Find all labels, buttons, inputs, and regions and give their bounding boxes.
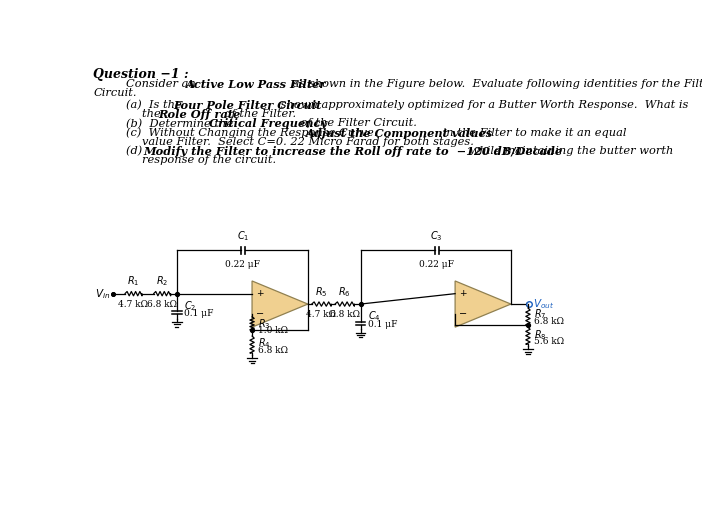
Text: −: − <box>459 309 467 320</box>
Text: $R_1$: $R_1$ <box>127 275 140 288</box>
Text: (b)  Determine the: (b) Determine the <box>126 118 237 129</box>
Text: the: the <box>142 110 164 119</box>
Text: Consider an: Consider an <box>126 79 200 89</box>
Text: (c)  Without Changing the Response Curve.: (c) Without Changing the Response Curve. <box>126 128 385 138</box>
Text: Question −1 :: Question −1 : <box>93 69 189 81</box>
Text: Circuit.: Circuit. <box>93 88 137 99</box>
Text: 0.1 μF: 0.1 μF <box>368 320 397 329</box>
Text: of the Filter Circuit.: of the Filter Circuit. <box>297 118 417 129</box>
Text: $R_2$: $R_2$ <box>156 275 168 288</box>
Text: Adjust the Component values: Adjust the Component values <box>305 128 493 139</box>
Text: −: − <box>256 309 264 320</box>
Text: 5.6 kΩ: 5.6 kΩ <box>534 337 564 346</box>
Text: value Filter.  Select C=0. 22 Micro Farad for both stages.: value Filter. Select C=0. 22 Micro Farad… <box>142 137 474 147</box>
Text: (d): (d) <box>126 146 150 157</box>
Text: $R_5$: $R_5$ <box>315 285 328 298</box>
Text: 6.8 kΩ: 6.8 kΩ <box>534 317 564 325</box>
Text: response of the circuit.: response of the circuit. <box>142 156 276 166</box>
Text: 6.8 kΩ: 6.8 kΩ <box>330 310 359 319</box>
Text: Modify the Filter to increase the Roll off rate to  −120 dB/Decade: Modify the Filter to increase the Roll o… <box>143 146 563 157</box>
Text: while maintaining the butter worth: while maintaining the butter worth <box>466 146 673 156</box>
Text: Four Pole Filter Circuit: Four Pole Filter Circuit <box>173 100 322 111</box>
Text: $V_{in}$: $V_{in}$ <box>95 287 110 301</box>
Text: Critical Frequency: Critical Frequency <box>209 118 327 129</box>
Text: shown approximately optimized for a Butter Worth Response.  What is: shown approximately optimized for a Butt… <box>277 100 688 110</box>
Text: $C_3$: $C_3$ <box>430 229 443 243</box>
Text: 0.1 μF: 0.1 μF <box>184 309 213 318</box>
Text: 6.8 kΩ: 6.8 kΩ <box>147 300 177 309</box>
Text: +: + <box>459 289 467 298</box>
Polygon shape <box>252 281 308 327</box>
Text: 4.7 kΩ: 4.7 kΩ <box>119 300 149 309</box>
Text: 6.8 kΩ: 6.8 kΩ <box>258 346 289 355</box>
Text: as shown in the Figure below.  Evaluate following identities for the Filter: as shown in the Figure below. Evaluate f… <box>289 79 702 89</box>
Text: 0.22 μF: 0.22 μF <box>419 260 454 269</box>
Text: in the Filter to make it an equal: in the Filter to make it an equal <box>439 128 626 138</box>
Text: $R_3$: $R_3$ <box>258 317 271 331</box>
Text: $C_1$: $C_1$ <box>237 229 249 243</box>
Text: Role Off rate: Role Off rate <box>158 110 241 120</box>
Text: $R_7$: $R_7$ <box>534 307 547 321</box>
Text: +: + <box>256 289 264 298</box>
Text: 4.7 kΩ: 4.7 kΩ <box>306 310 336 319</box>
Text: $V_{out}$: $V_{out}$ <box>533 297 554 311</box>
Polygon shape <box>455 281 511 327</box>
Text: $R_6$: $R_6$ <box>338 285 351 298</box>
Text: $C_4$: $C_4$ <box>368 309 380 323</box>
Text: 0.22 μF: 0.22 μF <box>225 260 260 269</box>
Text: $R_4$: $R_4$ <box>258 336 271 350</box>
Text: $C_2$: $C_2$ <box>184 299 196 313</box>
Text: of the Filter.: of the Filter. <box>221 110 296 119</box>
Text: (a)  Is the: (a) Is the <box>126 100 186 111</box>
Text: 1.0 kΩ: 1.0 kΩ <box>258 326 289 335</box>
Text: Active Low Pass Filter: Active Low Pass Filter <box>185 79 326 90</box>
Text: $R_8$: $R_8$ <box>534 328 547 342</box>
